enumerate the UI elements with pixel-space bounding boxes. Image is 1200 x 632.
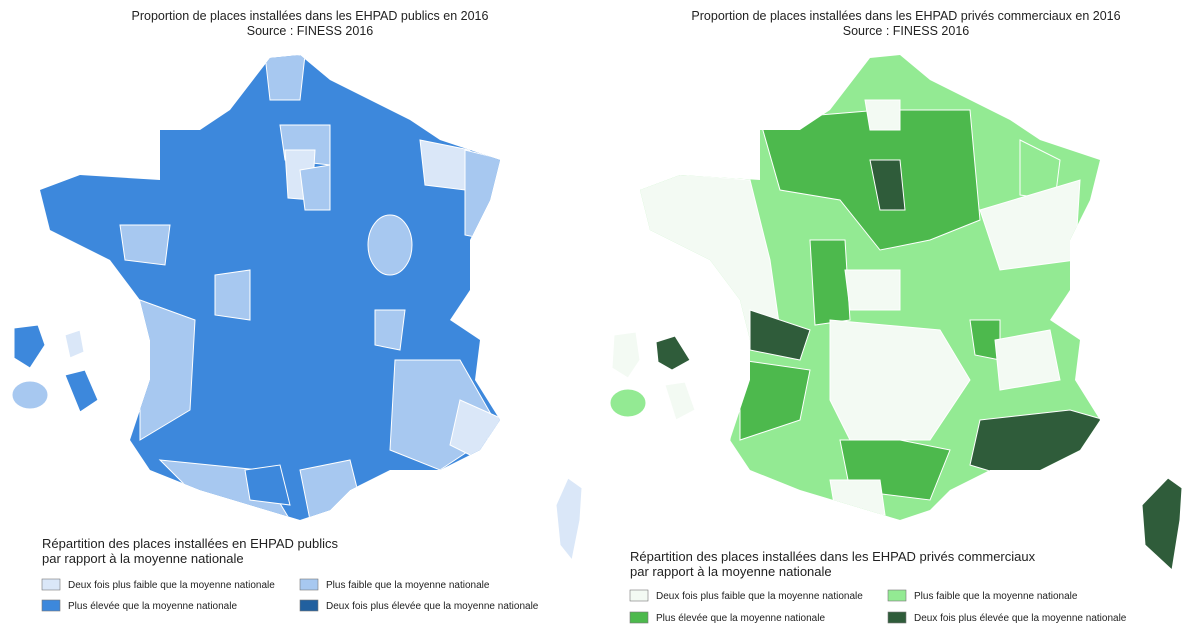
legend-swatch (41, 578, 61, 591)
region (829, 319, 971, 441)
region (869, 159, 906, 211)
legend-label: Deux fois plus élevée que la moyenne nat… (326, 601, 539, 612)
legend-swatch (887, 589, 907, 602)
region (464, 149, 500, 241)
legend-label: Deux fois plus faible que la moyenne nat… (656, 591, 863, 602)
legend-title: Répartition des places installées en EHP… (42, 536, 339, 551)
legend-label: Plus faible que la moyenne nationale (326, 580, 490, 591)
corsica (555, 477, 583, 562)
region (739, 359, 811, 441)
legend-label: Plus faible que la moyenne nationale (914, 591, 1078, 602)
legend: Répartition des places installées dans l… (629, 549, 1127, 624)
legend-label: Deux fois plus faible que la moyenne nat… (68, 580, 275, 591)
region (994, 329, 1061, 391)
overseas (664, 381, 696, 421)
legend: Répartition des places installées en EHP… (41, 536, 539, 612)
map-private: Proportion de places installées dans les… (609, 9, 1183, 572)
corsica (1141, 477, 1183, 572)
legend-swatch (41, 599, 61, 612)
legend-label: Plus élevée que la moyenne nationale (656, 613, 825, 624)
legend-swatch (299, 578, 319, 591)
region (264, 55, 306, 101)
region (969, 409, 1100, 481)
legend-subtitle: par rapport à la moyenne nationale (42, 551, 244, 566)
legend-title: Répartition des places installées dans l… (630, 549, 1036, 564)
region (864, 99, 901, 131)
region (809, 239, 851, 326)
france (40, 55, 500, 520)
france (640, 55, 1100, 520)
region (749, 309, 811, 361)
overseas (11, 380, 49, 410)
legend-label: Deux fois plus élevée que la moyenne nat… (914, 613, 1127, 624)
region (119, 224, 171, 266)
map-public: Proportion de places installées dans les… (11, 9, 583, 562)
region (844, 269, 901, 311)
region (829, 479, 886, 516)
overseas (64, 369, 99, 413)
map-source: Source : FINESS 2016 (843, 24, 970, 38)
region (299, 459, 361, 520)
legend-label: Plus élevée que la moyenne nationale (68, 601, 237, 612)
overseas (64, 329, 85, 359)
map-source: Source : FINESS 2016 (247, 24, 374, 38)
overseas (655, 335, 691, 371)
legend-swatch (629, 611, 649, 624)
region (759, 109, 981, 251)
region (299, 164, 331, 211)
map-title: Proportion de places installées dans les… (691, 9, 1120, 23)
legend-swatch (299, 599, 319, 612)
legend-swatch (629, 589, 649, 602)
region (214, 269, 251, 321)
region (367, 214, 413, 276)
map-title: Proportion de places installées dans les… (132, 9, 489, 23)
overseas (13, 324, 46, 369)
overseas (609, 388, 647, 418)
overseas (611, 331, 641, 379)
region (374, 309, 406, 351)
legend-subtitle: par rapport à la moyenne nationale (630, 564, 832, 579)
region (244, 464, 291, 506)
legend-swatch (887, 611, 907, 624)
